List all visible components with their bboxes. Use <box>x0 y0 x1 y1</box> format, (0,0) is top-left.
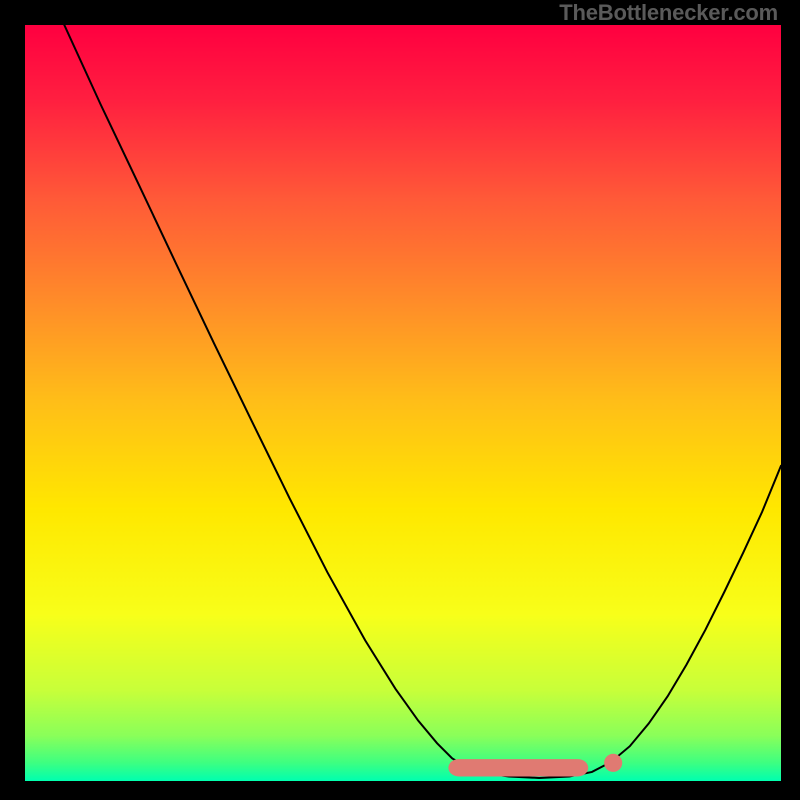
bottleneck-curve <box>64 25 781 778</box>
plot-area <box>25 25 781 781</box>
chart-container: TheBottlenecker.com <box>0 0 800 800</box>
curve-layer <box>25 25 781 781</box>
highlight-bar <box>448 759 588 776</box>
watermark-text: TheBottlenecker.com <box>559 0 778 26</box>
highlight-dot <box>604 754 622 772</box>
